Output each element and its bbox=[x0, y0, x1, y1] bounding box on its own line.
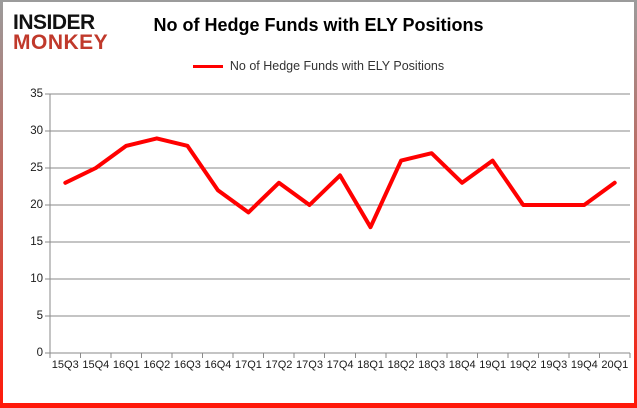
logo-text-monkey: MONKEY bbox=[13, 30, 109, 54]
chart-title: No of Hedge Funds with ELY Positions bbox=[153, 15, 484, 35]
x-axis-tick-label: 19Q2 bbox=[509, 359, 537, 371]
y-axis-tick-label: 35 bbox=[30, 87, 43, 100]
y-axis-tick-label: 20 bbox=[30, 198, 43, 211]
x-axis-tick-label: 16Q4 bbox=[204, 359, 232, 371]
y-axis-tick-label: 25 bbox=[30, 161, 43, 174]
x-axis-tick-label: 16Q1 bbox=[112, 359, 140, 371]
y-axis-tick-label: 5 bbox=[36, 309, 43, 322]
y-axis-tick-label: 10 bbox=[30, 272, 43, 285]
legend-label: No of Hedge Funds with ELY Positions bbox=[229, 59, 445, 73]
x-axis-tick-label: 15Q4 bbox=[82, 359, 110, 371]
x-axis-tick-label: 19Q1 bbox=[479, 359, 507, 371]
legend: No of Hedge Funds with ELY Positions bbox=[3, 59, 634, 73]
y-axis-tick-label: 15 bbox=[30, 235, 43, 248]
x-axis-tick-label: 15Q3 bbox=[51, 359, 79, 371]
x-axis-tick-label: 18Q2 bbox=[387, 359, 415, 371]
x-axis-tick-label: 19Q3 bbox=[540, 359, 568, 371]
x-axis-tick-label: 17Q4 bbox=[326, 359, 354, 371]
x-axis-tick-label: 17Q2 bbox=[265, 359, 293, 371]
data-series-line bbox=[63, 136, 617, 230]
x-axis-tick-label: 19Q4 bbox=[570, 359, 598, 371]
x-axis-tick-label: 18Q1 bbox=[357, 359, 385, 371]
x-axis-tick-label: 20Q1 bbox=[601, 359, 629, 371]
insider-monkey-logo: INSIDER MONKEY bbox=[13, 11, 109, 54]
line-chart-plot bbox=[45, 93, 631, 358]
x-axis-tick-label: 16Q2 bbox=[143, 359, 171, 371]
x-axis: 15Q3 15Q4 16Q1 16Q2 16Q3 16Q4 17Q1 17Q2 17Q3 17Q4… bbox=[50, 359, 630, 371]
logo-text-insider: INSIDER bbox=[13, 11, 95, 34]
y-axis: 0 5 10 15 20 25 30 35 bbox=[3, 88, 43, 359]
x-axis-tick-label: 18Q3 bbox=[418, 359, 446, 371]
x-axis-tick-label: 18Q4 bbox=[448, 359, 476, 371]
x-axis-tick-label: 16Q3 bbox=[173, 359, 201, 371]
y-axis-tick-label: 0 bbox=[36, 346, 43, 359]
x-axis-tick-label: 17Q1 bbox=[234, 359, 262, 371]
y-axis-tick-label: 30 bbox=[30, 124, 43, 137]
legend-line-marker bbox=[192, 64, 223, 68]
x-axis-tick-label: 17Q3 bbox=[296, 359, 323, 371]
